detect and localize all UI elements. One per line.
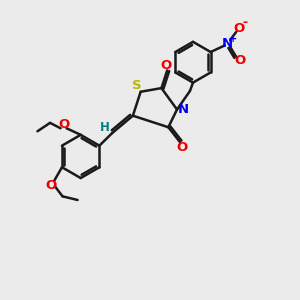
Text: S: S [132, 79, 142, 92]
Text: O: O [177, 141, 188, 154]
Text: O: O [58, 118, 69, 131]
Text: -: - [243, 16, 248, 29]
Text: N: N [222, 38, 233, 50]
Text: O: O [45, 179, 56, 192]
Text: +: + [229, 34, 237, 44]
Text: O: O [233, 22, 244, 35]
Text: O: O [160, 59, 171, 72]
Text: O: O [234, 54, 245, 67]
Text: H: H [100, 121, 110, 134]
Text: N: N [178, 103, 189, 116]
